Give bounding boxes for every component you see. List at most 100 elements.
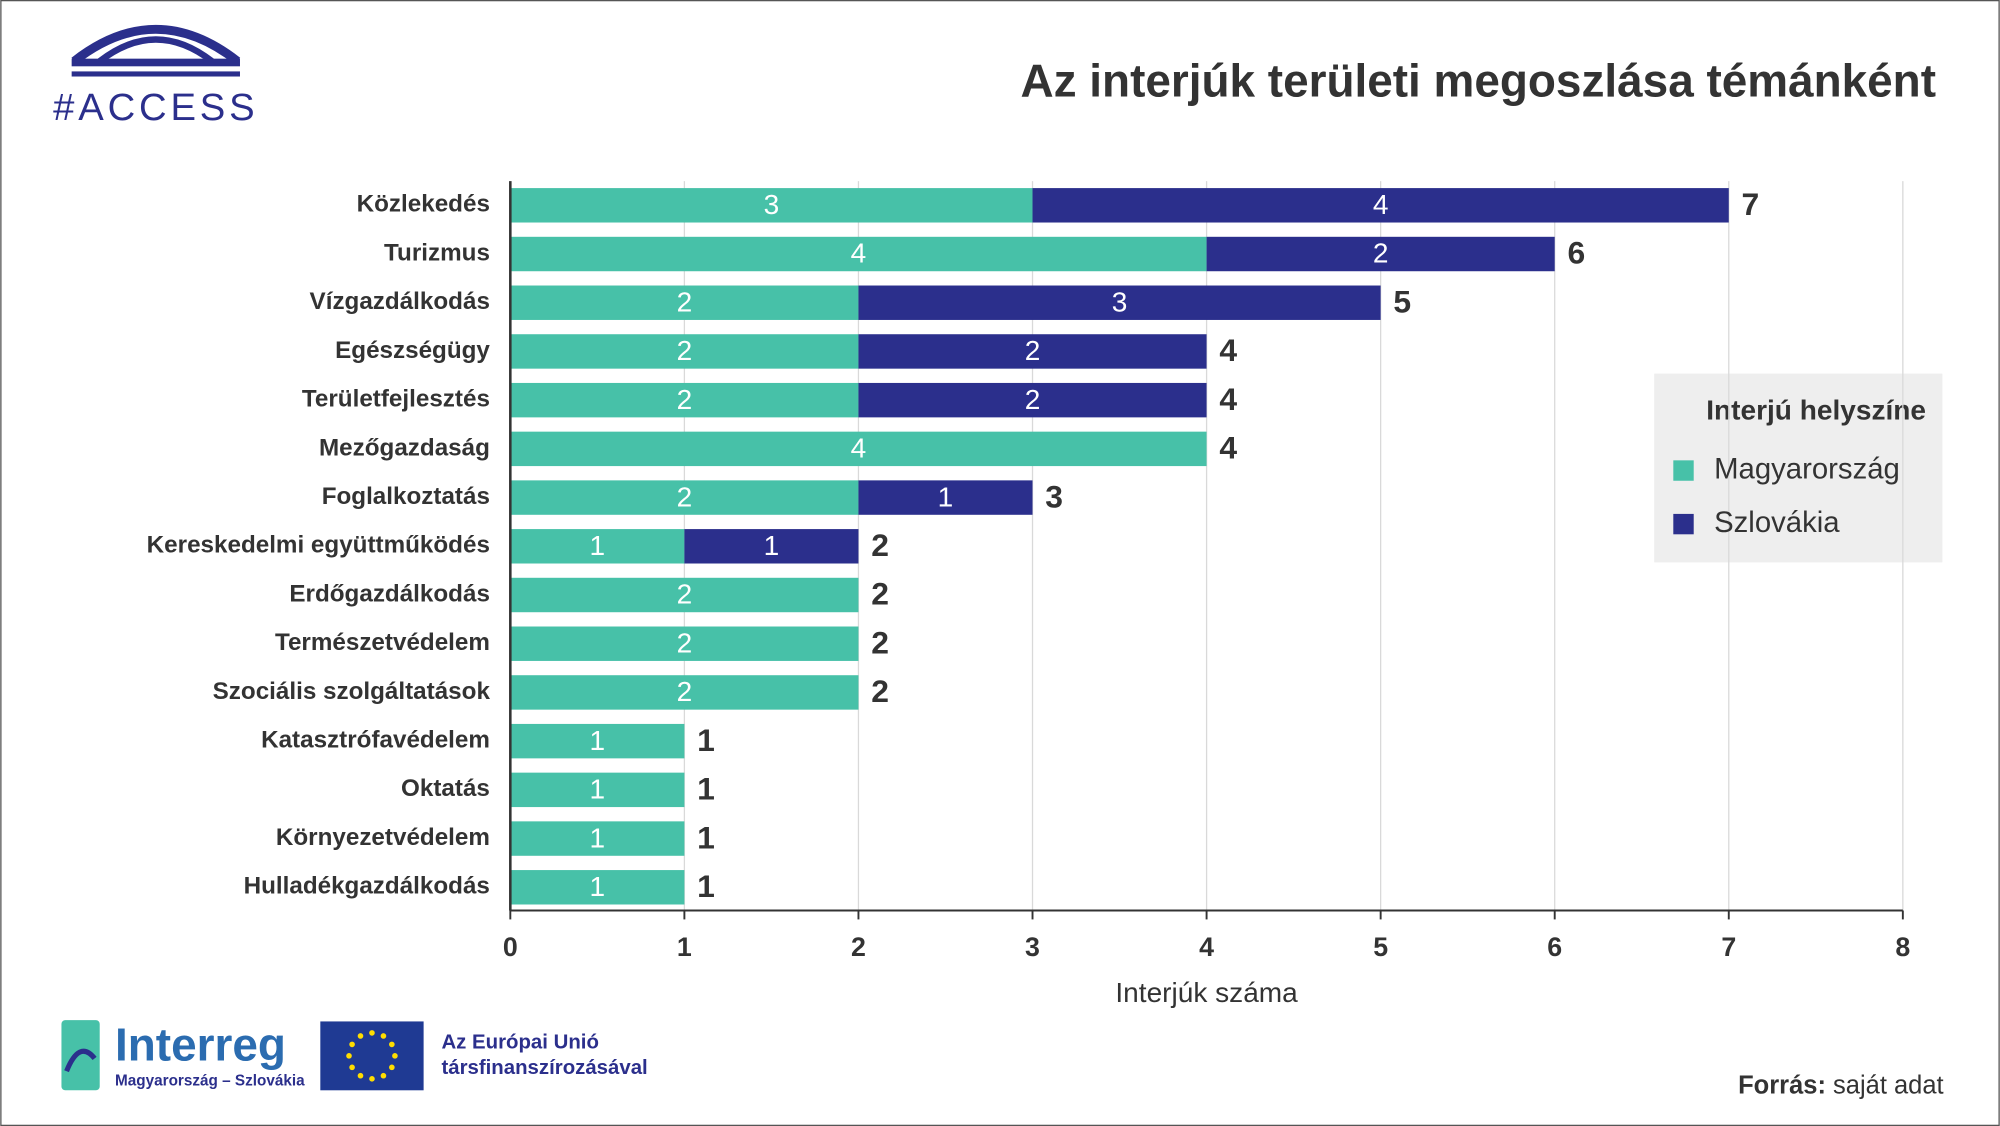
bar-segment <box>858 285 1381 320</box>
bar-segment <box>510 334 859 369</box>
value-label: 2 <box>677 384 693 415</box>
total-label: 5 <box>1393 283 1411 319</box>
x-tick-label: 6 <box>1547 932 1562 962</box>
interreg-icon <box>61 1020 100 1091</box>
value-label: 2 <box>677 286 693 317</box>
total-label: 1 <box>697 868 715 904</box>
legend-swatch <box>1673 460 1694 481</box>
total-label: 3 <box>1045 478 1063 514</box>
bar-segment <box>510 285 859 320</box>
value-label: 4 <box>1373 189 1389 220</box>
bar-segment <box>510 236 1207 272</box>
eu-star <box>369 1030 375 1036</box>
value-label: 1 <box>590 871 606 902</box>
bar-segment <box>858 480 1033 515</box>
x-tick-label: 5 <box>1373 932 1388 962</box>
eu-star <box>380 1033 387 1039</box>
bar-segment <box>510 480 859 515</box>
legend-label: Szlovákia <box>1714 506 1840 539</box>
legend-label: Magyarország <box>1714 452 1900 485</box>
value-label: 2 <box>677 481 693 512</box>
bar-segment <box>684 529 859 564</box>
bar-segment <box>858 382 1207 418</box>
eu-star <box>380 1072 387 1079</box>
bar-segment <box>510 626 859 661</box>
interreg-sub: Magyarország – Szlovákia <box>115 1072 305 1089</box>
y-tick-label: Kereskedelmi együttműködés <box>147 532 490 559</box>
bar-segment <box>1032 188 1729 223</box>
bar-segment <box>510 188 1033 223</box>
access-text: #ACCESS <box>53 86 258 129</box>
total-label: 1 <box>697 819 715 855</box>
eu-text: Az Európai Unió <box>441 1032 598 1054</box>
legend-box <box>1654 373 1943 563</box>
y-tick-label: Turizmus <box>384 239 490 266</box>
total-label: 2 <box>871 527 889 563</box>
value-label: 4 <box>851 238 867 269</box>
value-label: 1 <box>938 481 954 512</box>
y-tick-label: Természetvédelem <box>275 629 490 656</box>
eu-star <box>389 1064 395 1071</box>
total-label: 7 <box>1742 186 1760 222</box>
x-tick-label: 1 <box>677 932 692 962</box>
value-label: 1 <box>764 530 780 561</box>
y-tick-label: Oktatás <box>401 775 490 802</box>
chart-title: Az interjúk területi megoszlása témánkén… <box>1020 54 1936 106</box>
y-tick-label: Mezőgazdaság <box>319 434 490 461</box>
source-text: saját adat <box>1833 1071 1944 1099</box>
total-label: 1 <box>697 722 715 758</box>
y-tick-label: Közlekedés <box>357 191 490 218</box>
footer: Interreg Magyarország – Szlovákia Az Eur… <box>61 1018 1944 1099</box>
y-tick-label: Katasztrófavédelem <box>261 727 490 754</box>
value-label: 2 <box>1025 384 1041 415</box>
x-tick-label: 2 <box>851 932 866 962</box>
y-tick-label: Erdőgazdálkodás <box>289 580 490 607</box>
eu-star <box>392 1053 398 1059</box>
eu-text: társfinanszírozásával <box>441 1057 647 1079</box>
bar-segment <box>510 675 859 710</box>
x-tick-label: 8 <box>1895 932 1910 962</box>
value-label: 1 <box>590 774 606 805</box>
bar-segment <box>510 723 685 759</box>
y-tick-label: Szociális szolgáltatások <box>213 678 491 705</box>
legend-title: Interjú helyszíne <box>1706 394 1926 425</box>
bar-segment <box>510 772 685 808</box>
bar-segment <box>510 577 859 613</box>
y-tick-label: Egészségügy <box>335 337 490 364</box>
total-label: 6 <box>1567 235 1585 271</box>
total-label: 4 <box>1219 381 1237 417</box>
y-tick-label: Foglalkoztatás <box>322 483 490 510</box>
bar-segment <box>510 431 1207 467</box>
x-axis-label: Interjúk száma <box>1115 977 1298 1008</box>
value-label: 1 <box>590 725 606 756</box>
legend: Interjú helyszíne <box>1654 373 1943 563</box>
interreg-text: Interreg <box>115 1018 286 1070</box>
value-label: 2 <box>1373 238 1389 269</box>
value-label: 3 <box>1112 286 1128 317</box>
x-tick-label: 7 <box>1721 932 1736 962</box>
bar-segment <box>510 529 685 564</box>
eu-star <box>349 1041 355 1048</box>
access-logo: #ACCESS <box>53 24 258 129</box>
total-label: 2 <box>871 624 889 660</box>
x-tick-label: 3 <box>1025 932 1040 962</box>
total-label: 4 <box>1219 332 1237 368</box>
bar-segment <box>510 821 685 856</box>
value-label: 2 <box>677 335 693 366</box>
value-label: 3 <box>764 189 780 220</box>
eu-star <box>389 1041 395 1048</box>
y-tick-label: Környezetvédelem <box>276 824 490 851</box>
x-tick-label: 0 <box>503 932 518 962</box>
total-label: 2 <box>871 576 889 612</box>
value-label: 2 <box>1025 335 1041 366</box>
value-label: 1 <box>590 822 606 853</box>
eu-star <box>357 1072 364 1079</box>
legend-swatch <box>1673 513 1694 535</box>
y-tick-label: Vízgazdálkodás <box>310 288 490 315</box>
total-label: 1 <box>697 771 715 807</box>
value-label: 2 <box>677 579 693 610</box>
source-label: Forrás: <box>1738 1071 1826 1099</box>
total-label: 4 <box>1219 430 1237 466</box>
